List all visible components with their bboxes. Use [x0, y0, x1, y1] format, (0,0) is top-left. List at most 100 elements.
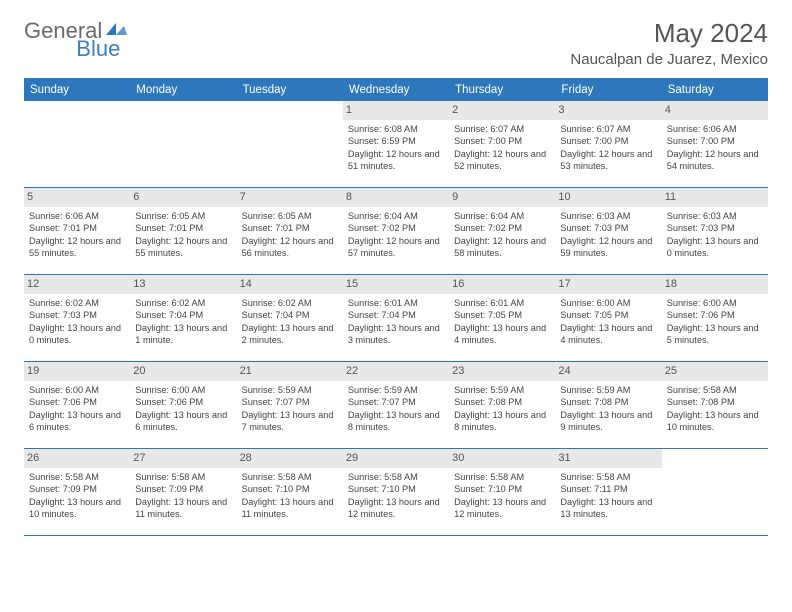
- sunset-text: Sunset: 7:10 PM: [242, 483, 339, 495]
- sunset-text: Sunset: 6:59 PM: [348, 135, 445, 147]
- sunrise-text: Sunrise: 5:58 AM: [454, 471, 551, 483]
- sunset-text: Sunset: 7:08 PM: [667, 396, 764, 408]
- sunrise-text: Sunrise: 6:08 AM: [348, 123, 445, 135]
- day-cell: 24Sunrise: 5:59 AMSunset: 7:08 PMDayligh…: [555, 362, 661, 448]
- day-header-sat: Saturday: [662, 80, 768, 101]
- day-info: Sunrise: 5:58 AMSunset: 7:10 PMDaylight:…: [453, 471, 551, 521]
- day-cell: 10 Sunrise: 6:03 AMSunset: 7:03 PMDayligh…: [555, 188, 661, 274]
- day-number: 20: [130, 362, 236, 381]
- sunrise-text: Sunrise: 5:59 AM: [242, 384, 339, 396]
- sunset-text: Sunset: 7:00 PM: [454, 135, 551, 147]
- day-number: 19: [24, 362, 130, 381]
- week-row: 5Sunrise: 6:06 AMSunset: 7:01 PMDaylight…: [24, 188, 768, 275]
- day-header-fri: Friday: [555, 80, 661, 101]
- day-number: 23: [449, 362, 555, 381]
- daylight-text: Daylight: 12 hours and 52 minutes.: [454, 148, 551, 173]
- sunset-text: Sunset: 7:06 PM: [29, 396, 126, 408]
- sunrise-text: Sunrise: 6:04 AM: [348, 210, 445, 222]
- day-info: Sunrise: 6:02 AMSunset: 7:04 PMDaylight:…: [241, 297, 339, 347]
- sunset-text: Sunset: 7:04 PM: [348, 309, 445, 321]
- daylight-text: Daylight: 13 hours and 11 minutes.: [242, 496, 339, 521]
- daylight-text: Daylight: 13 hours and 13 minutes.: [560, 496, 657, 521]
- sunset-text: Sunset: 7:08 PM: [560, 396, 657, 408]
- day-header-row: Sunday Monday Tuesday Wednesday Thursday…: [24, 80, 768, 101]
- day-cell: 15Sunrise: 6:01 AMSunset: 7:04 PMDayligh…: [343, 275, 449, 361]
- day-number: 29: [343, 449, 449, 468]
- daylight-text: Daylight: 13 hours and 5 minutes.: [667, 322, 764, 347]
- sunrise-text: Sunrise: 5:59 AM: [454, 384, 551, 396]
- day-info: Sunrise: 6:04 AMSunset: 7:02 PMDaylight:…: [347, 210, 445, 260]
- day-cell: 21Sunrise: 5:59 AMSunset: 7:07 PMDayligh…: [237, 362, 343, 448]
- sunset-text: Sunset: 7:09 PM: [29, 483, 126, 495]
- day-number: 8: [343, 188, 449, 207]
- sunrise-text: Sunrise: 6:07 AM: [454, 123, 551, 135]
- day-cell: 25Sunrise: 5:58 AMSunset: 7:08 PMDayligh…: [662, 362, 768, 448]
- sunrise-text: Sunrise: 5:58 AM: [348, 471, 445, 483]
- day-number: 10: [555, 188, 661, 207]
- sunrise-text: Sunrise: 6:06 AM: [29, 210, 126, 222]
- day-cell: 1Sunrise: 6:08 AMSunset: 6:59 PMDaylight…: [343, 101, 449, 187]
- sunrise-text: Sunrise: 6:02 AM: [29, 297, 126, 309]
- day-cell: 19Sunrise: 6:00 AMSunset: 7:06 PMDayligh…: [24, 362, 130, 448]
- day-cell: [662, 449, 768, 535]
- sunrise-text: Sunrise: 5:58 AM: [667, 384, 764, 396]
- daylight-text: Daylight: 12 hours and 54 minutes.: [667, 148, 764, 173]
- day-number: 25: [662, 362, 768, 381]
- day-number: 30: [449, 449, 555, 468]
- month-title: May 2024: [570, 18, 768, 49]
- day-header-sun: Sunday: [24, 80, 130, 101]
- sunset-text: Sunset: 7:09 PM: [135, 483, 232, 495]
- sunset-text: Sunset: 7:06 PM: [135, 396, 232, 408]
- day-info: Sunrise: 6:03 AMSunset: 7:03 PMDaylight:…: [559, 210, 657, 260]
- day-number: 7: [237, 188, 343, 207]
- day-info: Sunrise: 5:59 AMSunset: 7:08 PMDaylight:…: [559, 384, 657, 434]
- day-number: [130, 101, 236, 120]
- daylight-text: Daylight: 13 hours and 7 minutes.: [242, 409, 339, 434]
- day-info: Sunrise: 6:02 AMSunset: 7:04 PMDaylight:…: [134, 297, 232, 347]
- sunrise-text: Sunrise: 6:01 AM: [348, 297, 445, 309]
- day-cell: 27 Sunrise: 5:58 AMSunset: 7:09 PMDayligh…: [130, 449, 236, 535]
- week-row: 19Sunrise: 6:00 AMSunset: 7:06 PMDayligh…: [24, 362, 768, 449]
- day-number: 27: [130, 449, 236, 468]
- day-cell: 4Sunrise: 6:06 AMSunset: 7:00 PMDaylight…: [662, 101, 768, 187]
- day-info: Sunrise: 5:58 AMSunset: 7:09 PMDaylight:…: [28, 471, 126, 521]
- day-number: 9: [449, 188, 555, 207]
- day-number: 13: [130, 275, 236, 294]
- day-info: Sunrise: 5:59 AMSunset: 7:07 PMDaylight:…: [241, 384, 339, 434]
- day-number: 3: [555, 101, 661, 120]
- sunset-text: Sunset: 7:01 PM: [242, 222, 339, 234]
- day-number: 22: [343, 362, 449, 381]
- daylight-text: Daylight: 13 hours and 8 minutes.: [348, 409, 445, 434]
- header: General Blue May 2024 Naucalpan de Juare…: [0, 0, 792, 72]
- daylight-text: Daylight: 13 hours and 11 minutes.: [135, 496, 232, 521]
- daylight-text: Daylight: 12 hours and 55 minutes.: [29, 235, 126, 260]
- day-info: Sunrise: 6:07 AMSunset: 7:00 PMDaylight:…: [559, 123, 657, 173]
- day-info: Sunrise: 5:58 AMSunset: 7:10 PMDaylight:…: [347, 471, 445, 521]
- day-info: Sunrise: 5:58 AMSunset: 7:10 PMDaylight:…: [241, 471, 339, 521]
- day-info: Sunrise: 5:59 AMSunset: 7:07 PMDaylight:…: [347, 384, 445, 434]
- day-number: 1: [343, 101, 449, 120]
- day-number: 26: [24, 449, 130, 468]
- sunset-text: Sunset: 7:01 PM: [29, 222, 126, 234]
- day-number: [24, 101, 130, 120]
- daylight-text: Daylight: 13 hours and 6 minutes.: [135, 409, 232, 434]
- sunrise-text: Sunrise: 6:00 AM: [135, 384, 232, 396]
- day-info: Sunrise: 5:58 AMSunset: 7:09 PMDaylight:…: [134, 471, 232, 521]
- location: Naucalpan de Juarez, Mexico: [570, 51, 768, 68]
- day-number: [662, 449, 768, 468]
- sunset-text: Sunset: 7:03 PM: [667, 222, 764, 234]
- sunrise-text: Sunrise: 6:02 AM: [242, 297, 339, 309]
- day-info: Sunrise: 6:01 AMSunset: 7:04 PMDaylight:…: [347, 297, 445, 347]
- day-cell: 11Sunrise: 6:03 AMSunset: 7:03 PMDayligh…: [662, 188, 768, 274]
- sunrise-text: Sunrise: 6:00 AM: [29, 384, 126, 396]
- daylight-text: Daylight: 13 hours and 12 minutes.: [348, 496, 445, 521]
- sunset-text: Sunset: 7:07 PM: [348, 396, 445, 408]
- sunset-text: Sunset: 7:06 PM: [667, 309, 764, 321]
- day-number: 5: [24, 188, 130, 207]
- day-info: Sunrise: 6:00 AMSunset: 7:05 PMDaylight:…: [559, 297, 657, 347]
- day-number: 17: [555, 275, 661, 294]
- weeks-container: 1 Sunrise: 6:08 AMSunset: 6:59 PM Daylight…: [24, 101, 768, 536]
- daylight-text: Daylight: 13 hours and 9 minutes.: [560, 409, 657, 434]
- daylight-text: Daylight: 12 hours and 55 minutes.: [135, 235, 232, 260]
- sunrise-text: Sunrise: 5:58 AM: [29, 471, 126, 483]
